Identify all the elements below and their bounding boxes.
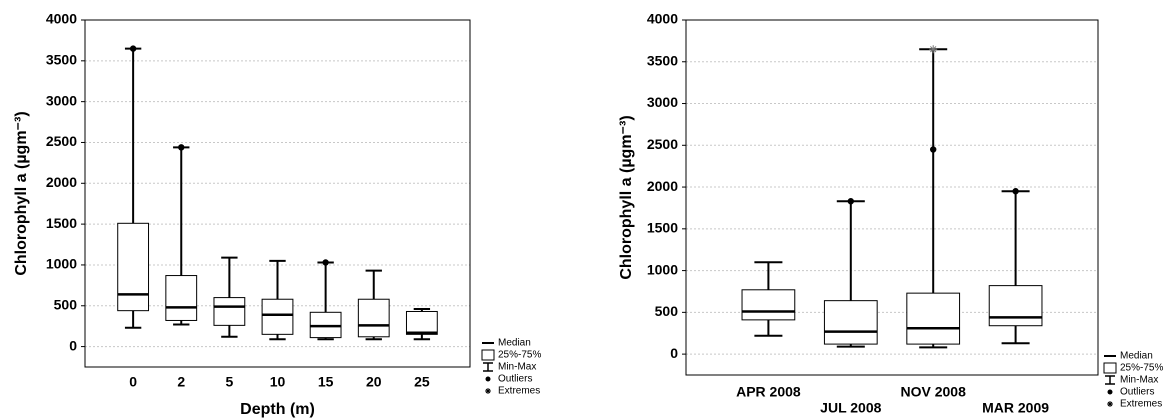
legend-extreme <box>485 388 491 394</box>
legend-whisker <box>483 362 493 372</box>
x-tick-label: 2 <box>177 374 185 390</box>
legend-label: Extremes <box>1120 399 1162 410</box>
legend-box <box>1103 362 1117 374</box>
y-tick-label: 3000 <box>647 94 678 110</box>
y-tick-label: 2500 <box>46 133 77 149</box>
x-tick-label: NOV 2008 <box>901 384 967 400</box>
outlier <box>322 259 329 266</box>
legend-label: 25%-75% <box>498 350 541 361</box>
legend-label: Min-Max <box>498 362 536 373</box>
y-tick-label: 4000 <box>46 11 77 27</box>
box <box>823 300 878 345</box>
legend-label: Median <box>498 338 531 349</box>
y-tick-label: 3500 <box>46 52 77 68</box>
box <box>261 298 294 335</box>
y-tick-label: 2500 <box>647 136 678 152</box>
x-tick-label: 15 <box>318 374 334 390</box>
legend-outlier <box>485 376 491 382</box>
outlier <box>930 146 937 153</box>
box <box>741 289 796 321</box>
y-tick-label: 3000 <box>46 92 77 108</box>
legend-extreme <box>1107 401 1113 407</box>
y-tick-label: 0 <box>69 337 77 353</box>
x-axis-label: Depth (m) <box>240 401 315 418</box>
outlier <box>129 45 137 52</box>
box <box>165 275 198 321</box>
y-tick-label: 500 <box>54 296 78 312</box>
box <box>357 298 390 338</box>
y-axis-label: Chlorophyll a (µgm⁻³) <box>13 111 30 275</box>
outlier <box>1012 188 1019 195</box>
x-tick-label: 20 <box>366 374 382 390</box>
y-axis-label: Chlorophyll a (µgm⁻³) <box>618 115 635 279</box>
outlier <box>178 144 185 151</box>
y-tick-label: 2000 <box>647 178 678 194</box>
plot-frame <box>685 19 1099 376</box>
y-tick-label: 1500 <box>46 215 77 231</box>
x-tick-label: 25 <box>414 374 430 390</box>
y-tick-label: 3500 <box>647 52 678 68</box>
y-tick-label: 1500 <box>647 220 678 236</box>
x-tick-label: 5 <box>225 374 233 390</box>
legend-whisker <box>1105 375 1115 385</box>
legend-label: Median <box>1120 351 1153 362</box>
outlier <box>847 198 854 205</box>
y-tick-label: 1000 <box>46 256 77 272</box>
y-tick-label: 4000 <box>647 11 678 27</box>
y-tick-label: 0 <box>670 345 678 361</box>
box <box>213 297 246 326</box>
x-tick-label: 10 <box>270 374 286 390</box>
x-tick-label: MAR 2009 <box>982 400 1049 416</box>
legend-label: Outliers <box>498 374 532 385</box>
legend-box <box>481 349 495 361</box>
y-tick-label: 1000 <box>647 261 678 277</box>
x-tick-label: JUL 2008 <box>820 400 881 416</box>
box <box>906 292 961 345</box>
box <box>117 222 150 312</box>
x-tick-label: 0 <box>129 374 137 390</box>
box <box>988 285 1043 327</box>
legend-label: Extremes <box>498 386 540 397</box>
extreme <box>929 45 938 54</box>
legend-label: Min-Max <box>1120 375 1158 386</box>
x-tick-label: APR 2008 <box>736 384 801 400</box>
y-tick-label: 500 <box>655 303 679 319</box>
plot-frame <box>84 19 471 368</box>
legend-label: Outliers <box>1120 387 1154 398</box>
y-tick-label: 2000 <box>46 174 77 190</box>
box <box>405 310 438 335</box>
legend-outlier <box>1107 389 1113 395</box>
legend-label: 25%-75% <box>1120 363 1163 374</box>
